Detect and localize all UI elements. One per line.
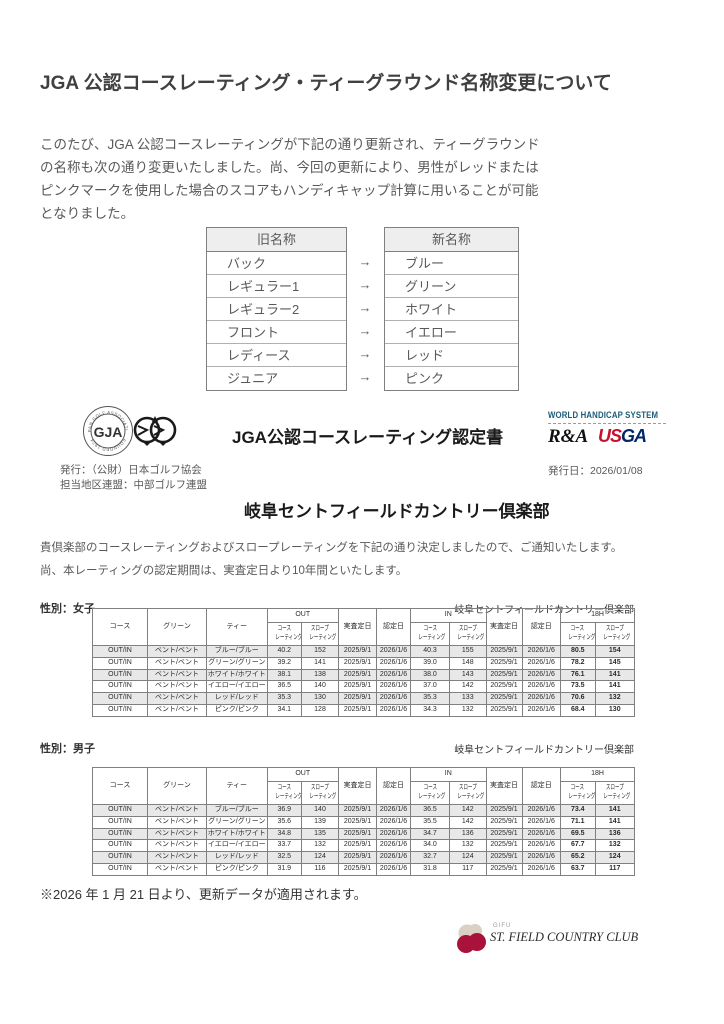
- svg-text:GJA: GJA: [94, 424, 123, 440]
